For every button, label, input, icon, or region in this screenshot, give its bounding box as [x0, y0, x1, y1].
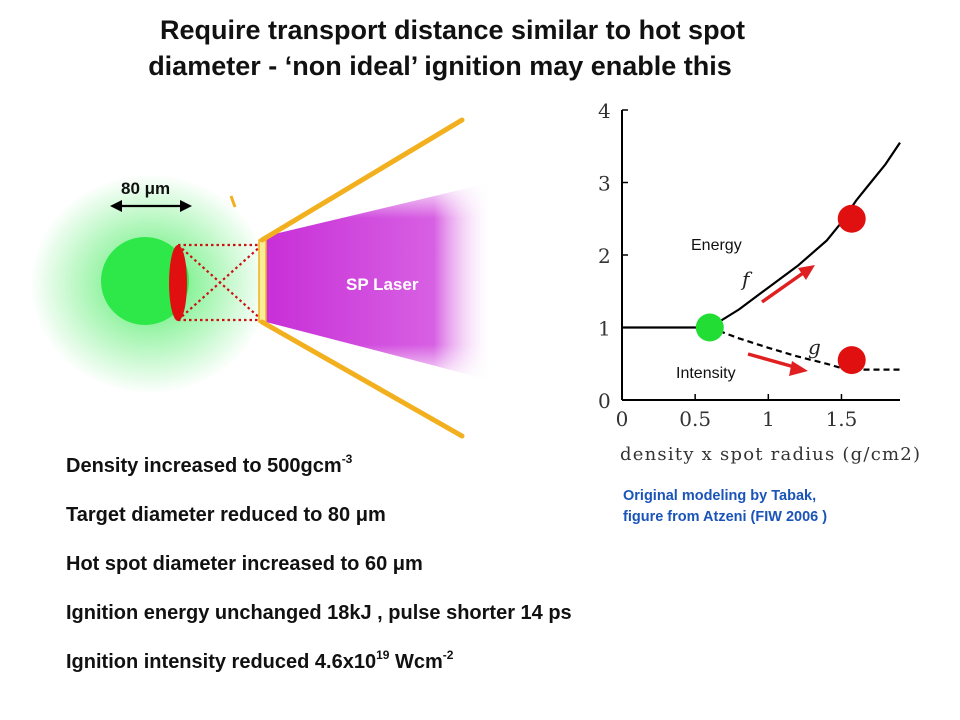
figure-caption: Original modeling by Tabak, figure from …: [623, 486, 827, 528]
slide-title: Require transport distance similar to ho…: [0, 12, 880, 84]
x-tick-label: 0: [616, 407, 629, 431]
y-tick-label: 3: [598, 172, 611, 196]
list-item: Density increased to 500gcm-3: [66, 452, 353, 477]
cone-tick: [229, 195, 237, 208]
dimension-label: 80 μm: [121, 179, 170, 198]
annotation-energy: Energy: [691, 237, 742, 254]
title-line-2: diameter - ‘non ideal’ ignition may enab…: [148, 51, 732, 81]
trend-arrows: [747, 265, 815, 376]
series-line-g: [709, 326, 900, 371]
x-tick-label: 1.5: [826, 407, 858, 431]
title-line-1: Require transport distance similar to ho…: [159, 15, 746, 45]
cone-walls: [259, 117, 465, 439]
y-tick-label: 0: [598, 389, 611, 413]
curve-label-f: f: [740, 267, 753, 291]
caption-line-2: figure from Atzeni (FIW 2006 ): [623, 509, 828, 525]
list-item: Hot spot diameter increased to 60 μm: [66, 553, 423, 575]
x-tick-label: 0.5: [679, 407, 711, 431]
parameter-list: Density increased to 500gcm-3 Target dia…: [66, 446, 572, 691]
chart-markers: [695, 204, 866, 375]
x-tick-label: 1: [762, 407, 775, 431]
target-sphere: [101, 237, 189, 325]
laser-label: SP Laser: [346, 275, 419, 294]
chart-marker: [695, 313, 724, 342]
curve-label-g: g: [808, 335, 821, 359]
chart-tick-labels: 0 1 2 3 4 0 0.5 1 1.5: [598, 99, 857, 431]
list-item: Target diameter reduced to 80 μm: [66, 504, 386, 526]
hot-spot: [169, 245, 187, 321]
y-tick-label: 1: [598, 317, 611, 341]
chart-series: [622, 141, 901, 371]
list-item: Ignition energy unchanged 18kJ , pulse s…: [66, 602, 572, 624]
dimension-arrow: [110, 200, 192, 212]
x-axis-label: density x spot radius (g/cm2): [620, 444, 920, 465]
y-tick-label: 2: [598, 244, 611, 268]
laser-beam-fade: [266, 183, 490, 380]
y-tick-label: 4: [598, 99, 611, 123]
series-line-f: [622, 141, 901, 329]
chart-marker: [837, 346, 866, 375]
annotation-intensity: Intensity: [676, 365, 736, 382]
beam-focus-lines: [177, 243, 263, 322]
caption-line-1: Original modeling by Tabak,: [623, 488, 817, 504]
list-item: Ignition intensity reduced 4.6x1019 Wcm-…: [66, 648, 454, 673]
chart-marker: [837, 204, 866, 233]
